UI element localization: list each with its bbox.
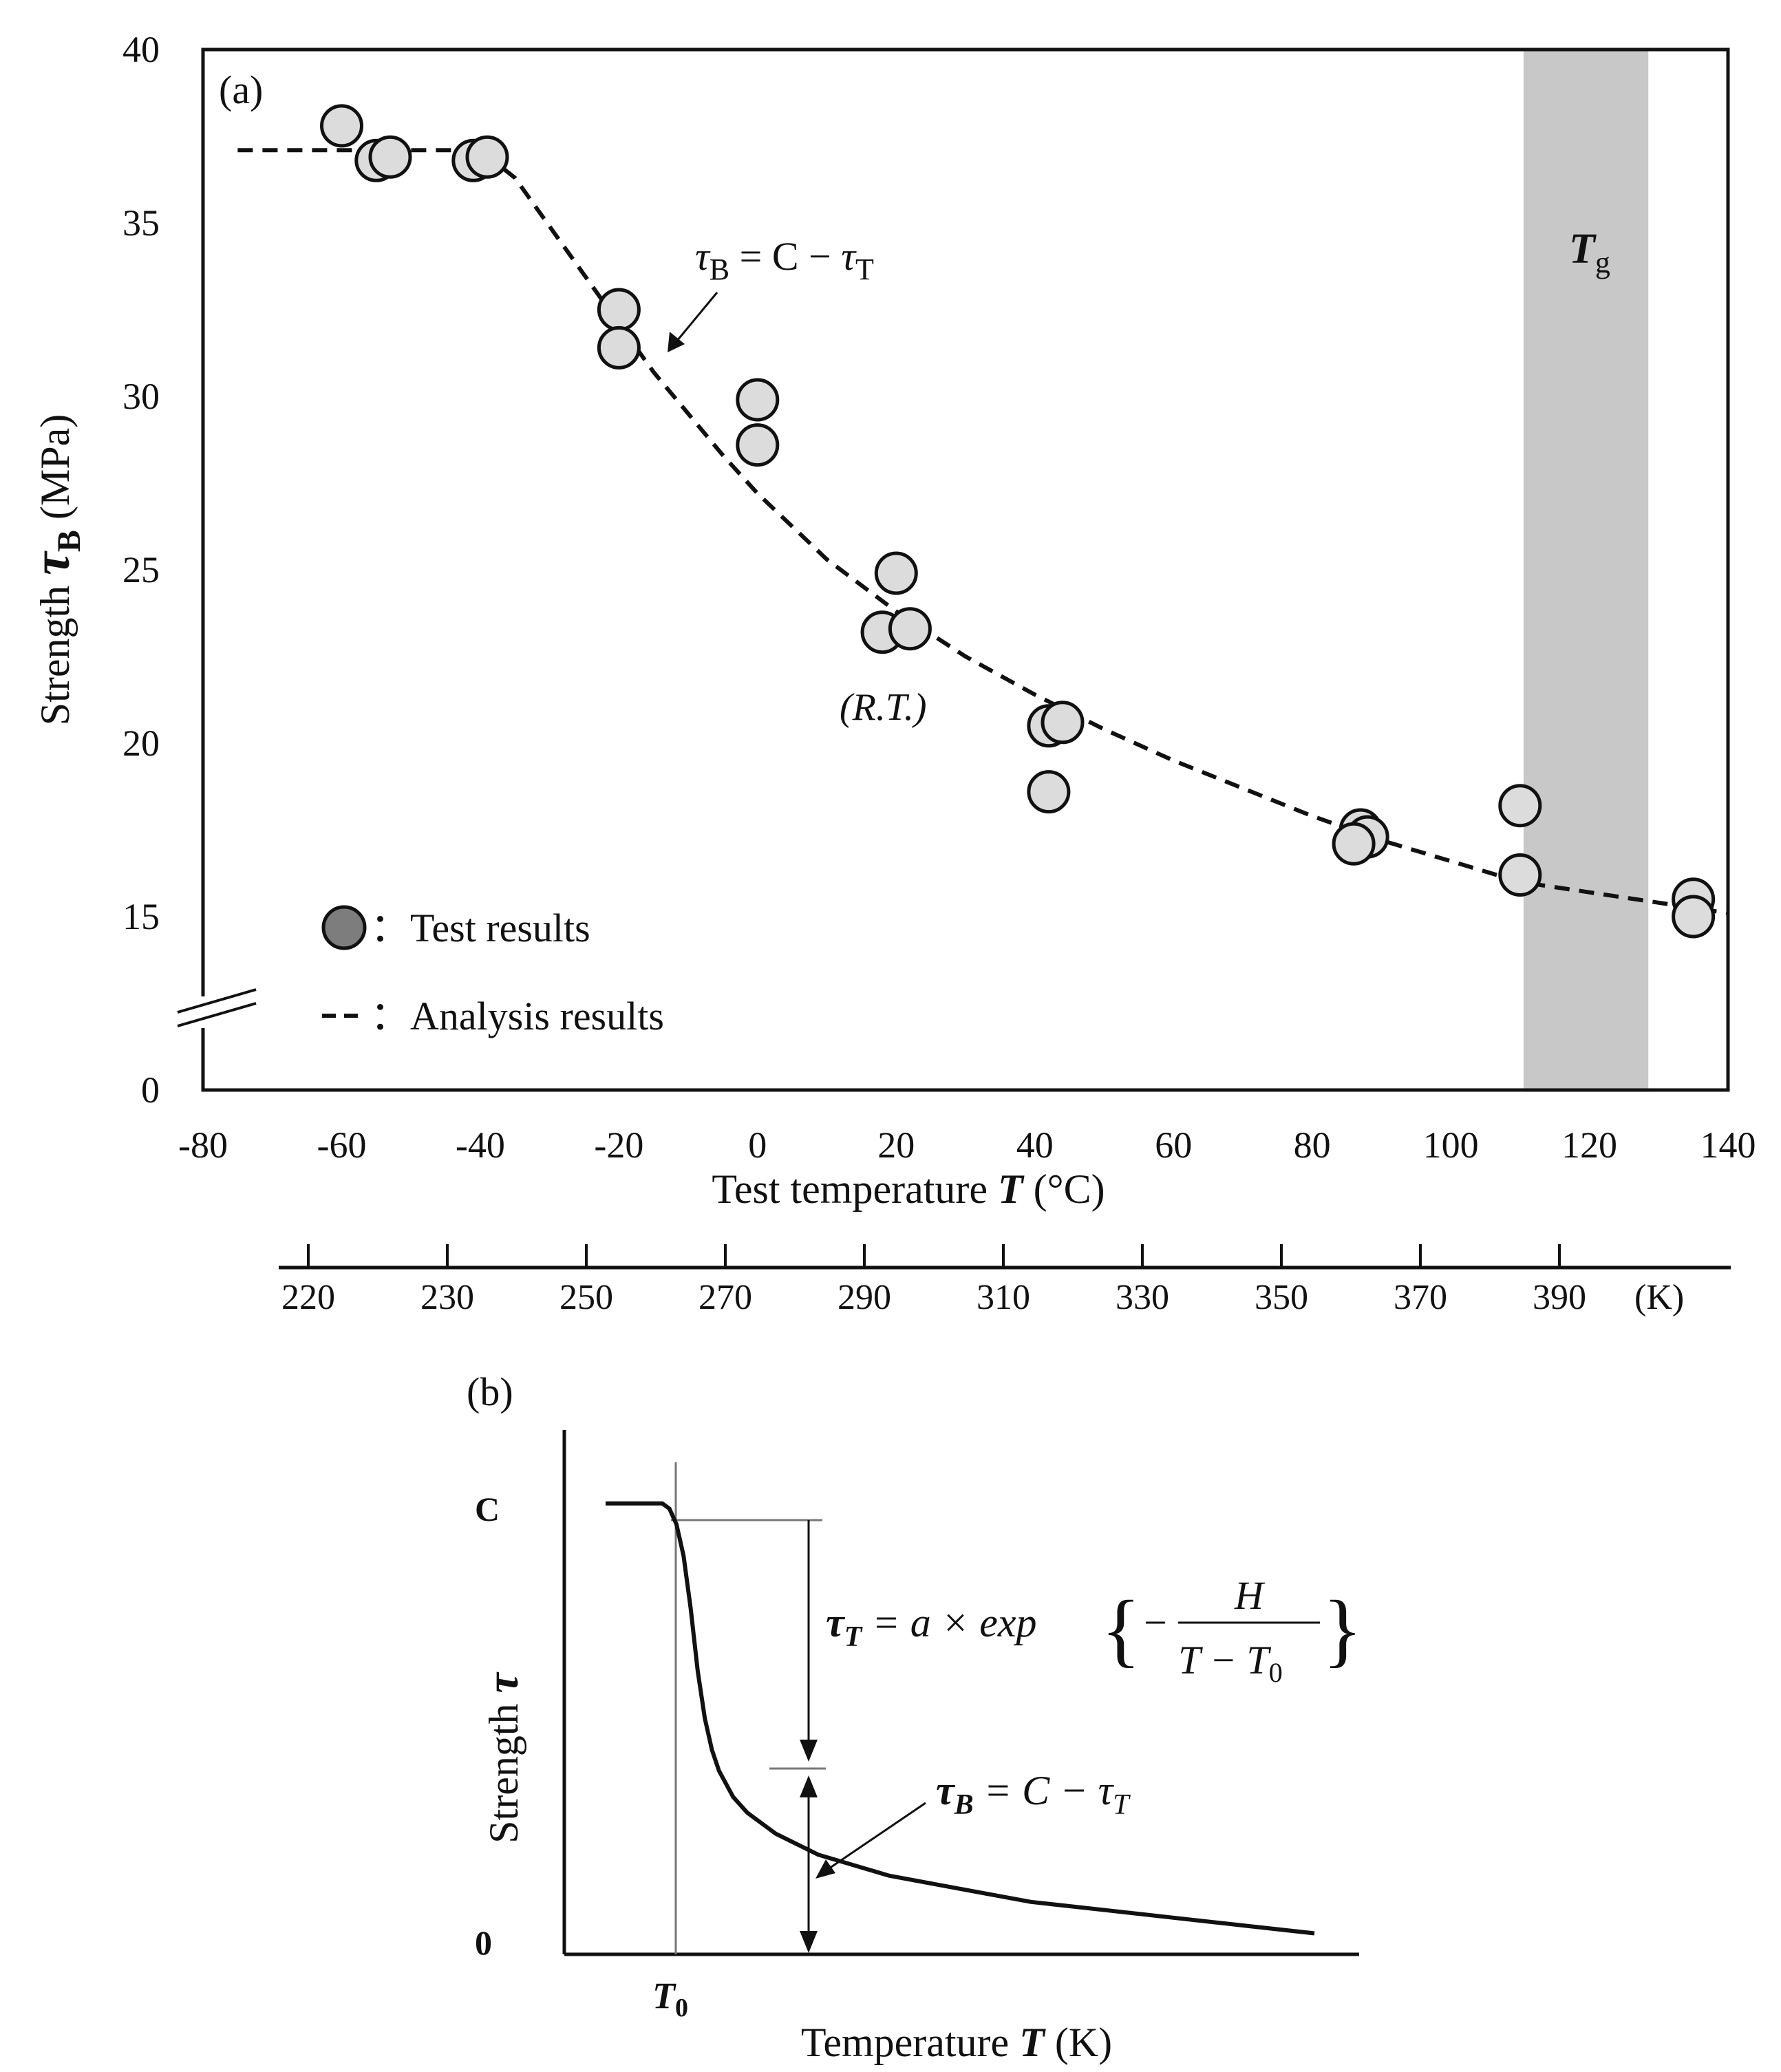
kelvin-tick-label: 330 [1116,1278,1169,1317]
brace-left: { [1101,1583,1141,1675]
x-tick-label: 100 [1423,1124,1479,1166]
y-axis-ticks-a: 0 15 20 25 30 35 40 [122,29,160,1111]
y-axis-title-b: Strength τ [478,1672,528,1843]
data-point [1041,701,1085,745]
rt-label: (R.T.) [840,686,927,729]
data-point [888,607,932,651]
x-tick-label: 60 [1155,1124,1192,1166]
y-tick-label: 40 [122,29,160,70]
tg-symbol: T [1569,226,1597,273]
panel-label-b: (b) [467,1369,513,1414]
data-point [874,551,918,595]
kelvin-tick-label: 230 [420,1278,474,1317]
tg-subscript: g [1595,246,1610,279]
x-axis-title-b: Temperature T (K) [801,2020,1112,2065]
data-point [1332,822,1376,866]
data-point [368,135,412,179]
kelvin-tick-label: 350 [1255,1278,1308,1317]
x-tick-label: 80 [1294,1124,1331,1166]
y-axis-title-a: Strength τB (MPa) [23,414,87,725]
kelvin-tick-label: 290 [838,1278,891,1317]
y-tick-label: 0 [141,1069,160,1111]
y-tick-c: C [475,1490,500,1528]
legend-a: ：Test results ：Analysis results [321,905,664,1038]
tau-b-pointer-arrow [815,1802,926,1879]
panel-label-a: (a) [219,67,263,112]
legend-label-analysis: ：Analysis results [370,994,664,1038]
tg-label: Tg [1569,226,1610,279]
equation-tau-t: τT = a × exp { − H T − T0 } [826,1573,1363,1688]
y-tick-label: 35 [122,202,160,244]
tau-b-arrow [800,1775,818,1953]
kelvin-unit-label: (K) [1634,1278,1684,1317]
tau-t-arrow [800,1520,818,1762]
data-point [597,325,641,370]
kelvin-tick-label: 310 [977,1278,1030,1317]
legend-marker-test [321,905,367,950]
tg-shaded-region [1523,50,1649,1090]
y-tick-label: 20 [122,723,160,764]
svg-text:H: H [1234,1573,1266,1618]
plot-frame-a [201,47,1730,1092]
x-tick-label: 140 [1700,1124,1756,1166]
svg-text:τT = a × exp: τT = a × exp [826,1600,1037,1653]
axis-break-mark [175,988,258,1028]
data-point [1498,784,1542,828]
data-point [465,135,509,179]
x-tick-label: 120 [1561,1124,1617,1166]
svg-text:−: − [1144,1600,1167,1645]
analysis-curve [237,148,1729,915]
y-tick-0: 0 [475,1923,492,1962]
data-point [320,104,363,148]
test-result-points [320,104,1716,939]
panel-b: (b) C 0 T0 Temperature T (K) Strength τ … [467,1369,1363,2065]
y-tick-label: 25 [122,549,160,590]
x-tick-label: 40 [1016,1124,1054,1166]
formula-arrow-a [668,292,718,352]
data-point [1498,853,1542,897]
panel-a: Tg 0 15 20 25 30 35 40 -80 -60 -40 -20 0 20 40 60 80 10… [23,29,1756,1317]
kelvin-tick-label: 370 [1394,1278,1447,1317]
x-tick-label: 20 [877,1124,915,1166]
y-tick-label: 30 [122,376,160,417]
kelvin-tick-label: 220 [281,1278,335,1317]
kelvin-axis: 220 230 250 270 290 310 330 350 370 390 [279,1244,1731,1317]
svg-text:T − T0: T − T0 [1178,1638,1283,1688]
x-axis-ticks-a: -80 -60 -40 -20 0 20 40 60 80 100 120 140 [178,1124,1756,1166]
x-tick-t0: T0 [652,1975,688,2022]
x-tick-label: -40 [456,1124,505,1166]
data-point [597,288,641,332]
kelvin-tick-label: 250 [559,1278,613,1317]
data-point [1672,895,1716,939]
equation-tau-b: τB = C − τT [936,1768,1131,1821]
brace-right: } [1323,1583,1363,1675]
formula-tau-b-a: τB = C − τT [695,234,874,286]
data-point [736,423,780,467]
legend-label-test: ：Test results [370,906,590,950]
x-tick-label: -20 [594,1124,643,1166]
kelvin-tick-label: 270 [698,1278,752,1317]
strength-curve [606,1501,1315,1936]
y-tick-label: 15 [122,896,160,937]
kelvin-tick-label: 390 [1533,1278,1586,1317]
data-point [1027,770,1071,814]
x-tick-label: 0 [748,1124,767,1166]
x-axis-title-a: Test temperature T (°C) [712,1166,1105,1212]
x-tick-label: -60 [317,1124,367,1166]
data-point [736,378,780,422]
x-tick-label: -80 [178,1124,228,1166]
